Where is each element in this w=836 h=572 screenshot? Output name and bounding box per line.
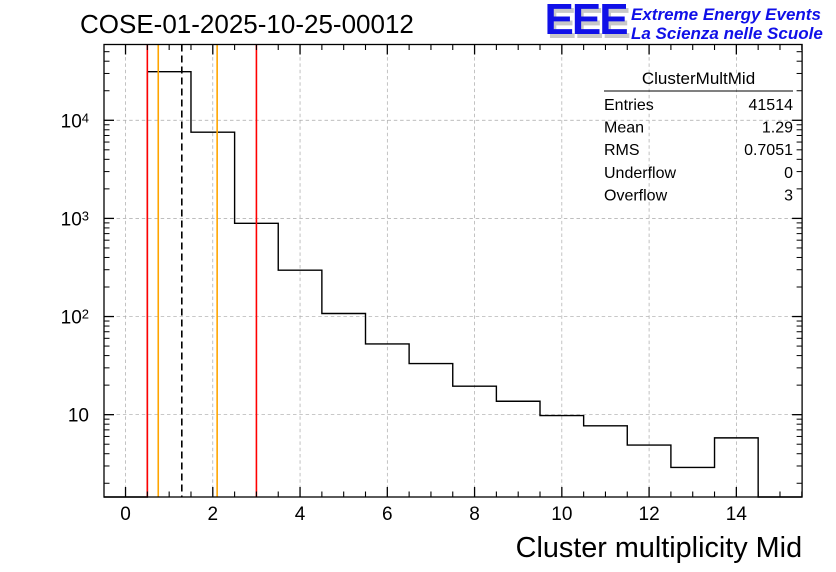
svg-text:La Scienza nelle Scuole: La Scienza nelle Scuole <box>631 24 823 43</box>
svg-text:0: 0 <box>784 165 793 182</box>
svg-text:Extreme Energy Events: Extreme Energy Events <box>631 5 821 24</box>
svg-text:12: 12 <box>639 504 660 525</box>
svg-text:10: 10 <box>68 406 89 427</box>
svg-text:41514: 41514 <box>749 97 794 114</box>
svg-text:Overflow: Overflow <box>604 187 668 204</box>
svg-text:COSE-01-2025-10-25-00012: COSE-01-2025-10-25-00012 <box>80 9 414 39</box>
svg-text:8: 8 <box>469 504 480 525</box>
svg-text:14: 14 <box>726 504 748 525</box>
svg-text:RMS: RMS <box>604 142 640 159</box>
svg-text:1.29: 1.29 <box>762 120 793 137</box>
svg-text:0: 0 <box>120 504 131 525</box>
svg-text:6: 6 <box>382 504 393 525</box>
svg-text:Entries: Entries <box>604 97 654 114</box>
svg-text:10: 10 <box>551 504 572 525</box>
svg-text:Cluster multiplicity Mid: Cluster multiplicity Mid <box>516 532 802 564</box>
svg-text:ClusterMultMid: ClusterMultMid <box>642 69 755 88</box>
svg-text:Mean: Mean <box>604 120 644 137</box>
svg-text:Underflow: Underflow <box>604 165 676 182</box>
svg-text:0.7051: 0.7051 <box>744 142 793 159</box>
svg-text:4: 4 <box>295 504 306 525</box>
svg-text:3: 3 <box>784 187 793 204</box>
svg-text:2: 2 <box>208 504 219 525</box>
svg-text:EEE: EEE <box>545 0 628 44</box>
